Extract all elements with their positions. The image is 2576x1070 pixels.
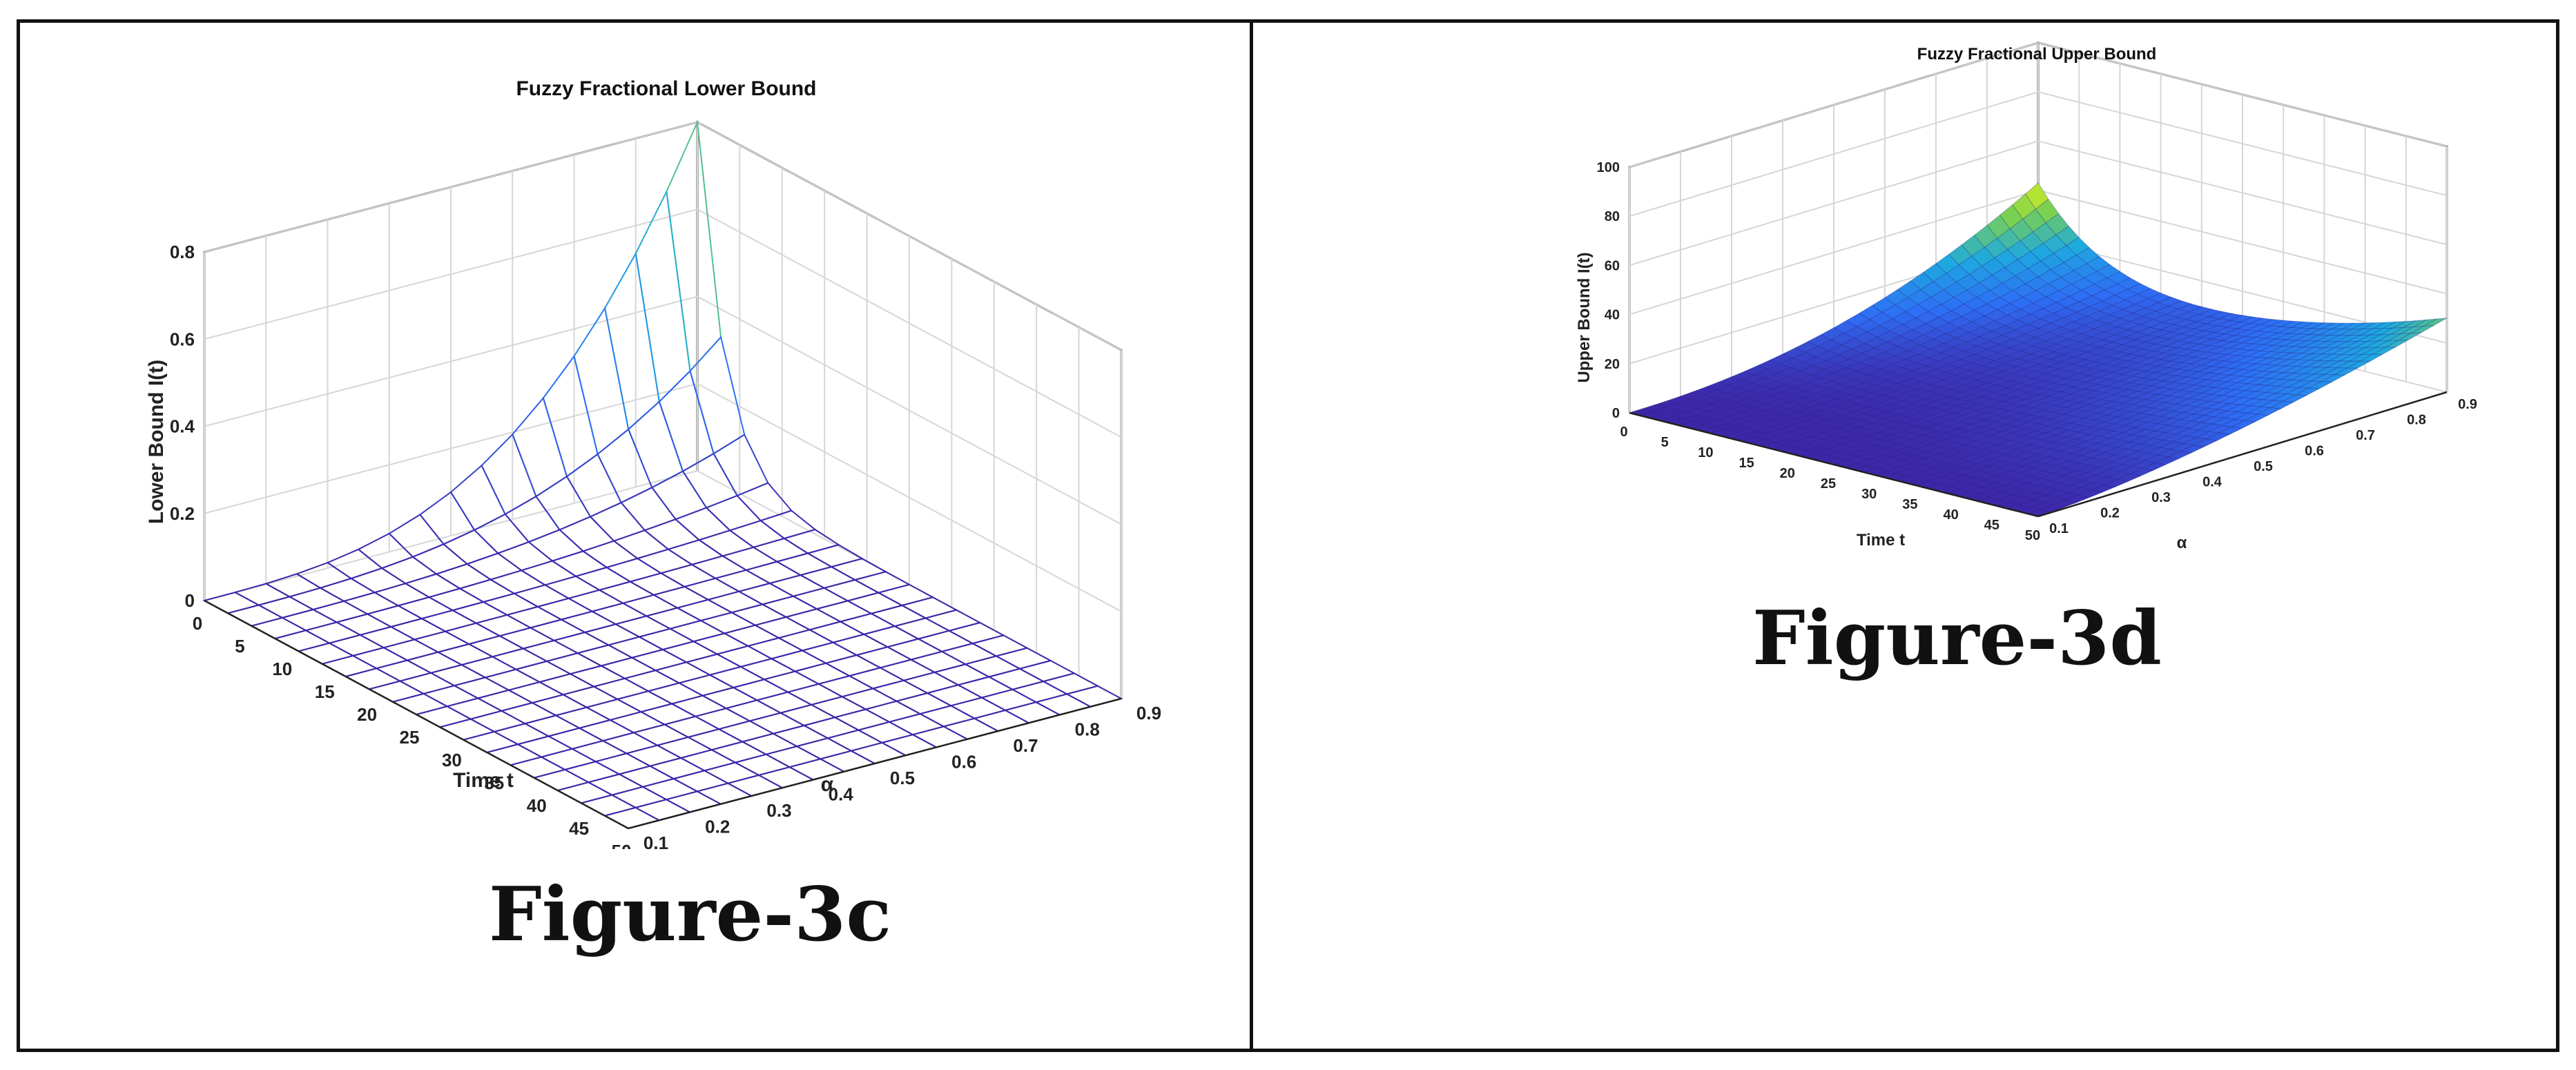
x-tick-label: 15 <box>315 681 335 702</box>
y-tick-label: 0.9 <box>2458 397 2477 412</box>
y-tick-label: 0.8 <box>1075 719 1100 740</box>
y-tick-label: 0.1 <box>643 833 668 849</box>
x-tick-label: 50 <box>612 841 632 849</box>
x-tick-label: 0 <box>193 613 202 634</box>
front-axes <box>204 599 1122 830</box>
y-tick-label: 0.8 <box>2407 413 2426 428</box>
x-tick-label: 40 <box>527 795 547 816</box>
z-tick-label: 0.6 <box>170 329 195 349</box>
z-tick-label: 0 <box>1612 406 1620 421</box>
z-tick-label: 80 <box>1605 209 1620 224</box>
x-tick-label: 50 <box>2025 528 2040 543</box>
panel-divider <box>1250 19 1253 1052</box>
y-tick-label: 0.3 <box>2151 490 2171 505</box>
z-tick-label: 60 <box>1605 258 1620 273</box>
x-tick-label: 20 <box>357 704 377 725</box>
z-tick-label: 0.4 <box>170 416 195 437</box>
y-tick-label: 0.4 <box>829 784 854 805</box>
y-tick-label: 0.2 <box>2100 506 2120 521</box>
x-tick-label: 35 <box>1902 497 1917 512</box>
z-tick-label: 0.8 <box>170 242 195 262</box>
x-tick-label: 45 <box>1984 518 1999 533</box>
y-tick-label: 0.3 <box>766 800 791 821</box>
x-tick-label: 20 <box>1780 466 1795 481</box>
y-tick-label: 0.7 <box>2356 428 2375 443</box>
surface-mesh <box>1628 182 2448 517</box>
x-tick-label: 25 <box>1821 476 1836 492</box>
y-axis-label: α <box>2177 534 2187 552</box>
x-tick-label: 45 <box>569 818 589 839</box>
x-axis-label: Time t <box>453 769 514 792</box>
chart-title: Fuzzy Fractional Lower Bound <box>516 77 816 100</box>
upper-bound-surface-chart: 0 5 10 15 20 25 30 35 40 45 50 0.1 0.2 0.3 0.4 0.5 0.6 0.… <box>1575 41 2477 552</box>
x-tick-label: 30 <box>1861 487 1877 502</box>
y-tick-label: 0.9 <box>1136 703 1161 723</box>
x-tick-label: 10 <box>272 659 292 679</box>
figure-3d-caption: Figure-3d <box>1752 595 2162 682</box>
x-tick-label: 40 <box>1943 507 1958 523</box>
x-tick-label: 30 <box>442 750 462 770</box>
x-tick-label: 5 <box>1661 435 1669 450</box>
y-tick-label: 0.5 <box>2254 459 2273 474</box>
figure-frame <box>17 19 2559 1052</box>
y-tick-label: 0.4 <box>2202 475 2222 490</box>
x-tick-label: 10 <box>1698 445 1713 460</box>
front-axes <box>1629 391 2448 518</box>
grid-lines <box>204 121 1122 699</box>
y-tick-label: 0.2 <box>705 817 730 837</box>
y-tick-label: 0.5 <box>890 768 915 788</box>
y-tick-label: 0.6 <box>2305 444 2324 459</box>
z-tick-label: 40 <box>1605 308 1620 323</box>
z-axis-label: Upper Bound I(t) <box>1575 252 1594 382</box>
x-tick-label: 25 <box>400 727 420 748</box>
surface-group-0: 0 5 10 15 20 25 30 35 40 45 50 0.1 0.2 0.3 0.4 0.5 0.6 0.… <box>145 77 1161 849</box>
z-tick-label: 0.2 <box>170 503 195 524</box>
y-tick-label: 0.7 <box>1013 735 1038 756</box>
lower-bound-surface-chart: 0 5 10 15 20 25 30 35 40 45 50 0.1 0.2 0.3 0.4 0.5 0.6 0.… <box>145 77 1161 849</box>
z-axis-label: Lower Bound I(t) <box>145 360 168 524</box>
z-tick-label: 100 <box>1597 160 1620 175</box>
z-tick-label: 20 <box>1605 357 1620 372</box>
chart-title: Fuzzy Fractional Upper Bound <box>1917 45 2157 64</box>
x-tick-label: 35 <box>484 772 504 793</box>
y-axis-label: α <box>821 773 834 796</box>
x-axis-label: Time t <box>1857 531 1905 549</box>
x-tick-label: 5 <box>235 636 244 656</box>
y-tick-label: 0.1 <box>2049 521 2069 536</box>
z-tick-label: 0 <box>185 590 195 611</box>
x-tick-label: 0 <box>1620 425 1627 440</box>
figure-3c-caption: Figure-3c <box>489 871 892 958</box>
x-tick-label: 15 <box>1739 456 1754 471</box>
surface-group-1: 0 5 10 15 20 25 30 35 40 45 50 0.1 0.2 0.3 0.4 0.5 0.6 0.… <box>1575 41 2477 552</box>
y-tick-label: 0.6 <box>951 752 976 772</box>
